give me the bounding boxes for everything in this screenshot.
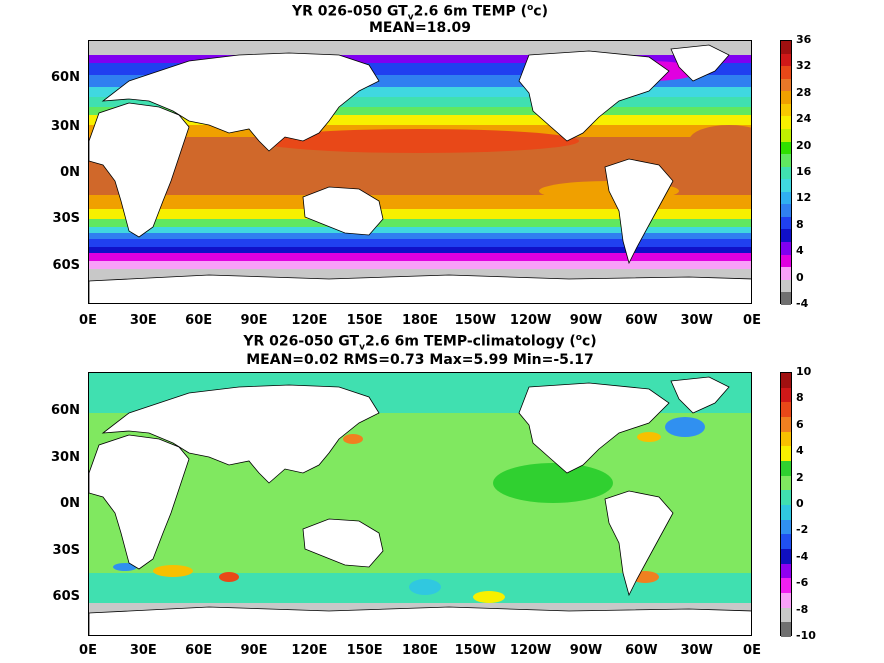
top-map-mean: MEAN=18.09: [368, 20, 472, 36]
bottom-anomaly-map: [89, 373, 751, 635]
bottom-lat-label: 30S: [52, 543, 80, 558]
top-lat-label: 60S: [52, 258, 80, 273]
bottom-lat-label: 0N: [60, 496, 80, 511]
top-colorbar-label: 4: [796, 244, 804, 258]
bottom-lon-label: 120E: [291, 643, 328, 658]
top-lon-label: 0E: [79, 313, 97, 328]
top-lon-label: 60W: [625, 313, 658, 328]
bottom-colorbar-label: 6: [796, 417, 804, 431]
bottom-lon-label: 120W: [509, 643, 552, 658]
top-colorbar-label: 32: [796, 59, 812, 73]
bottom-lon-label: 180E: [401, 643, 439, 658]
bottom-colorbar-label: -6: [796, 576, 809, 590]
bottom-lat-label: 60S: [52, 589, 80, 604]
top-map-panel: [88, 40, 752, 304]
bottom-lat-label: 60N: [51, 403, 80, 418]
top-lon-label: 30W: [680, 313, 713, 328]
top-colorbar: [780, 40, 792, 305]
bottom-lon-label: 90E: [240, 643, 268, 658]
top-lon-label: 150E: [346, 313, 383, 328]
bottom-lon-label: 60E: [185, 643, 213, 658]
bottom-lon-label: 150W: [454, 643, 497, 658]
top-lon-label: 90E: [240, 313, 268, 328]
bottom-colorbar-label: 0: [796, 497, 804, 510]
top-lon-label: 60E: [185, 313, 213, 328]
bottom-lon-label: 150E: [346, 643, 383, 658]
top-temperature-map: [89, 41, 751, 303]
top-lon-label: 150W: [454, 313, 497, 328]
bottom-lon-label: 0E: [743, 643, 761, 658]
top-colorbar-label: 28: [796, 85, 812, 99]
bottom-lat-label: 30N: [51, 450, 80, 465]
top-colorbar-label: 16: [796, 165, 812, 178]
bottom-colorbar: [780, 372, 792, 637]
bottom-colorbar-label: -8: [796, 602, 809, 616]
bottom-lon-label: 90W: [569, 643, 603, 658]
top-lon-label: 120E: [291, 313, 328, 328]
top-lon-label: 0E: [743, 313, 761, 328]
top-lon-label: 120W: [509, 313, 552, 328]
bottom-lon-label: 0E: [79, 643, 97, 658]
bottom-colorbar-label: 10: [796, 365, 812, 378]
bottom-map-stats: MEAN=0.02 RMS=0.73 Max=5.99 Min=-5.17: [246, 352, 594, 368]
bottom-colorbar-label: -4: [796, 549, 809, 563]
top-map-title: YR 026-050 GTv2.6 6m TEMP (oc): [292, 3, 548, 23]
top-colorbar-label: 8: [796, 217, 804, 231]
top-colorbar-label: 12: [796, 191, 812, 205]
bottom-colorbar-label: -2: [796, 523, 809, 537]
top-colorbar-label: 36: [796, 33, 812, 46]
bottom-lon-label: 60W: [625, 643, 658, 658]
bottom-colorbar-label: 2: [796, 470, 804, 484]
top-colorbar-label: 20: [796, 138, 812, 152]
top-lon-label: 30E: [129, 313, 157, 328]
bottom-lon-label: 30E: [129, 643, 157, 658]
top-lat-label: 60N: [51, 70, 80, 85]
bottom-lon-label: 30W: [680, 643, 713, 658]
top-colorbar-label: 24: [796, 112, 812, 126]
bottom-map-panel: [88, 372, 752, 636]
bottom-colorbar-label: 8: [796, 391, 804, 405]
top-lat-label: 0N: [60, 165, 80, 180]
top-lat-label: 30S: [52, 211, 80, 226]
top-colorbar-label: 0: [796, 270, 804, 284]
bottom-map-title: YR 026-050 GTv2.6 6m TEMP-climatology (o…: [243, 333, 597, 353]
bottom-colorbar-label: -10: [796, 629, 816, 642]
top-lat-label: 30N: [51, 119, 80, 134]
bottom-colorbar-label: 4: [796, 444, 804, 458]
top-lon-label: 90W: [569, 313, 603, 328]
top-colorbar-label: -4: [796, 297, 809, 310]
top-lon-label: 180E: [401, 313, 439, 328]
